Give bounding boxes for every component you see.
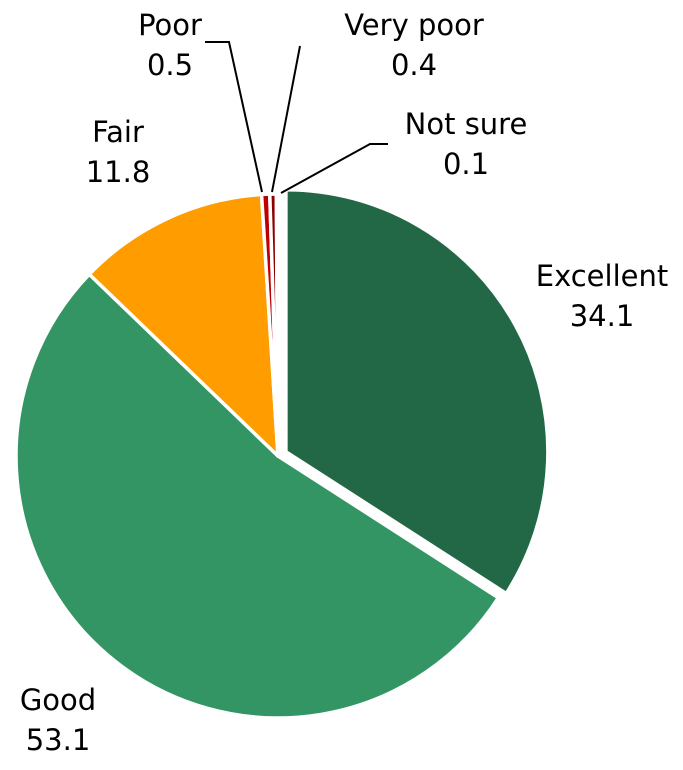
data-label-category: Poor	[138, 8, 202, 42]
data-label-very-poor: Very poor 0.4	[344, 8, 484, 82]
data-label-category: Good	[20, 683, 96, 717]
data-label-fair: Fair 11.8	[86, 115, 151, 189]
data-label-category: Not sure	[405, 107, 528, 141]
pie-slice-good	[14, 272, 501, 720]
data-label-value: 0.1	[443, 147, 489, 181]
leader-lines-layer	[205, 41, 388, 194]
data-label-value: 11.8	[86, 155, 151, 189]
data-label-excellent: Excellent 34.1	[536, 259, 668, 333]
data-label-poor: Poor 0.5	[138, 8, 202, 82]
pie-slice-not-sure	[274, 192, 280, 458]
data-labels-layer: Excellent 34.1 Good 53.1 Fair 11.8 Poor 0.5 Very…	[20, 8, 668, 757]
data-label-category: Excellent	[536, 259, 668, 293]
leader-line-not-sure	[280, 143, 388, 194]
pie-slice-excellent	[284, 187, 550, 596]
data-label-value: 0.5	[147, 48, 193, 82]
data-label-good: Good 53.1	[20, 683, 96, 757]
pie-slice-fair	[87, 192, 280, 458]
data-label-value: 34.1	[570, 299, 635, 333]
data-label-category: Very poor	[344, 8, 484, 42]
slices-layer	[14, 187, 550, 720]
leader-line-poor	[205, 41, 263, 193]
data-label-category: Fair	[92, 115, 144, 149]
data-label-value: 53.1	[26, 723, 91, 757]
leader-line-very-poor	[271, 45, 301, 193]
data-label-value: 0.4	[391, 48, 437, 82]
data-label-not-sure: Not sure 0.1	[405, 107, 528, 181]
